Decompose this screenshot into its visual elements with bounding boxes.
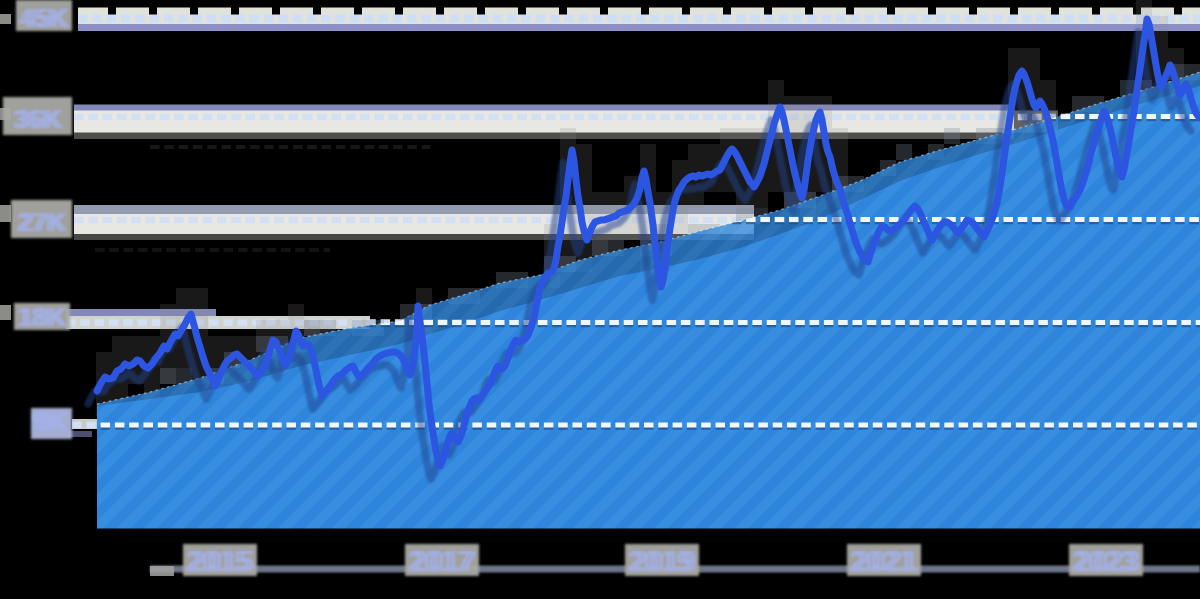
svg-text:45K: 45K <box>18 3 66 33</box>
svg-text:2017: 2017 <box>412 546 477 578</box>
svg-text:9K: 9K <box>35 406 68 436</box>
svg-text:18K: 18K <box>20 302 68 332</box>
svg-text:36K: 36K <box>16 104 64 134</box>
svg-text:2019: 2019 <box>627 546 692 578</box>
svg-text:9K: 9K <box>31 406 64 436</box>
svg-text:27K: 27K <box>20 207 68 237</box>
svg-text:2019: 2019 <box>632 546 697 578</box>
svg-text:2023: 2023 <box>1071 546 1136 578</box>
svg-text:45K: 45K <box>22 3 70 33</box>
svg-text:2017: 2017 <box>407 546 472 578</box>
svg-text:2023: 2023 <box>1076 546 1141 578</box>
svg-text:18K: 18K <box>16 302 64 332</box>
svg-text:36K: 36K <box>12 104 60 134</box>
svg-text:2021: 2021 <box>849 546 914 578</box>
svg-text:2015: 2015 <box>185 546 250 578</box>
svg-text:2021: 2021 <box>854 546 919 578</box>
svg-text:27K: 27K <box>16 207 64 237</box>
svg-text:2015: 2015 <box>190 546 255 578</box>
